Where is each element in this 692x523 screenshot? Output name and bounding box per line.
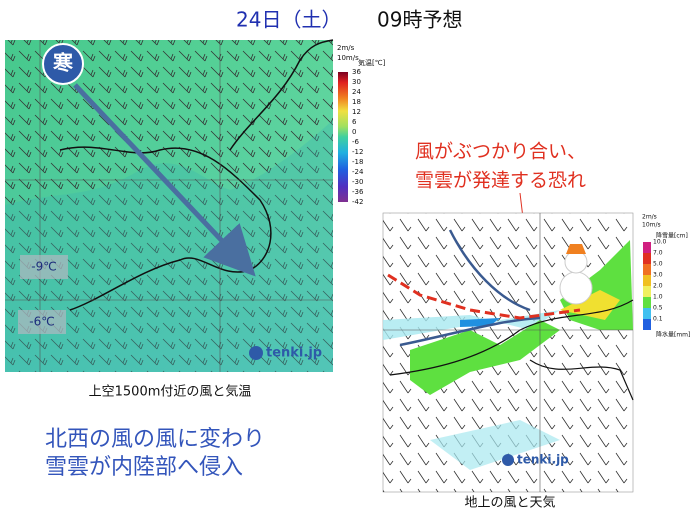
legend-tick: -30 [352, 178, 363, 186]
legend-tick: -6 [352, 138, 360, 146]
caption: 地上の風と天気 [464, 495, 555, 511]
legend-swatch [643, 297, 651, 308]
temp-label: -6℃ [29, 315, 54, 329]
message: 北西の風の風に変わり [45, 427, 265, 452]
legend-tick: 0.1 [653, 316, 663, 323]
left-map: 寒 -9℃ -6℃ tenki.jp [5, 39, 334, 372]
legend-swatch [643, 319, 651, 330]
legend-tick: 10.0 [653, 239, 667, 246]
caption: 上空1500m付近の風と気温 [89, 384, 252, 400]
right-map: tenki.jp [382, 212, 634, 493]
legend-tick: 6 [352, 118, 357, 126]
colorbar [338, 72, 348, 202]
legend-tick: 0.5 [653, 305, 663, 312]
legend-tick: 5.0 [653, 261, 663, 268]
legend-tick: 18 [352, 98, 361, 106]
legend-title: 降雪量[cm] [656, 232, 688, 240]
legend-swatch [643, 264, 651, 275]
legend-tick: -42 [352, 198, 363, 206]
legend-tick: -18 [352, 158, 363, 166]
legend-tick: -36 [352, 188, 364, 196]
legend-wind: 10m/s [337, 54, 359, 62]
legend-wind: 2m/s [337, 44, 355, 52]
legend-tick: 24 [352, 88, 361, 96]
logo: tenki.jp [266, 346, 322, 361]
legend-swatch [643, 286, 651, 297]
cold-label: 寒 [53, 51, 74, 75]
temp-label: -9℃ [31, 260, 56, 274]
legend-tick: 36 [352, 68, 361, 76]
legend-swatch [643, 253, 651, 264]
legend-title: 降水量[mm] [656, 331, 690, 339]
legend-swatch [643, 275, 651, 286]
legend-swatch [643, 242, 651, 253]
legend-tick: 12 [352, 108, 361, 116]
legend-wind: 10m/s [642, 222, 661, 229]
message: 雪雲が内陸部へ侵入 [45, 455, 243, 480]
title-date: 24日（土） [236, 8, 341, 32]
legend-tick: 0 [352, 128, 356, 136]
annotation: 雪雲が発達する恐れ [415, 170, 586, 192]
legend-tick: 30 [352, 78, 361, 86]
legend-swatch [643, 308, 651, 319]
legend-tick: 7.0 [653, 250, 663, 257]
title-time: 09時予想 [377, 8, 462, 32]
legend-tick: 3.0 [653, 272, 663, 279]
legend-tick: -12 [352, 148, 363, 156]
legend-tick: 1.0 [653, 294, 663, 301]
legend-tick: -24 [352, 168, 364, 176]
logo: tenki.jp [517, 453, 569, 467]
legend-tick: 2.0 [653, 283, 663, 290]
legend-wind: 2m/s [642, 214, 657, 221]
legend-title: 気温[℃] [358, 58, 386, 67]
annotation: 風がぶつかり合い、 [415, 141, 586, 163]
